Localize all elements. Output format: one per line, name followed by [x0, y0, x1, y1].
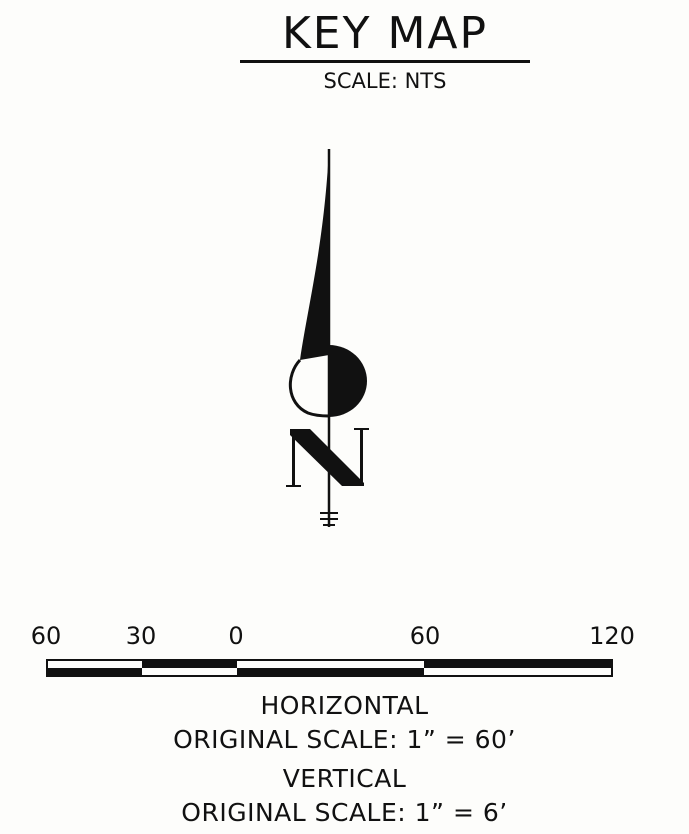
scale-segment — [142, 661, 237, 675]
graphic-scale-bar: 60 30 0 60 120 — [0, 620, 689, 690]
north-letter-n — [286, 428, 369, 487]
scale-tick-label: 60 — [30, 622, 62, 650]
scale-tick-label: 30 — [125, 622, 157, 650]
vertical-scale-label: VERTICAL — [282, 764, 407, 793]
page-title: KEY MAP — [281, 8, 489, 59]
scale-bar-segments — [46, 659, 613, 677]
horizontal-scale-label: HORIZONTAL — [260, 691, 429, 720]
scale-segment — [424, 661, 611, 675]
horizontal-scale-value: ORIGINAL SCALE: 1” = 60’ — [173, 725, 516, 754]
scale-tick-label: 0 — [228, 622, 244, 650]
scale-tick-label: 60 — [409, 622, 441, 650]
scale-tick-label: 120 — [589, 622, 635, 650]
scale-segment — [236, 661, 425, 675]
map-scale-note: SCALE: NTS — [323, 69, 447, 93]
north-arrow-icon — [286, 149, 369, 527]
title-underline — [240, 60, 530, 63]
scale-segment — [48, 661, 143, 675]
vertical-scale-value: ORIGINAL SCALE: 1” = 6’ — [181, 798, 508, 827]
